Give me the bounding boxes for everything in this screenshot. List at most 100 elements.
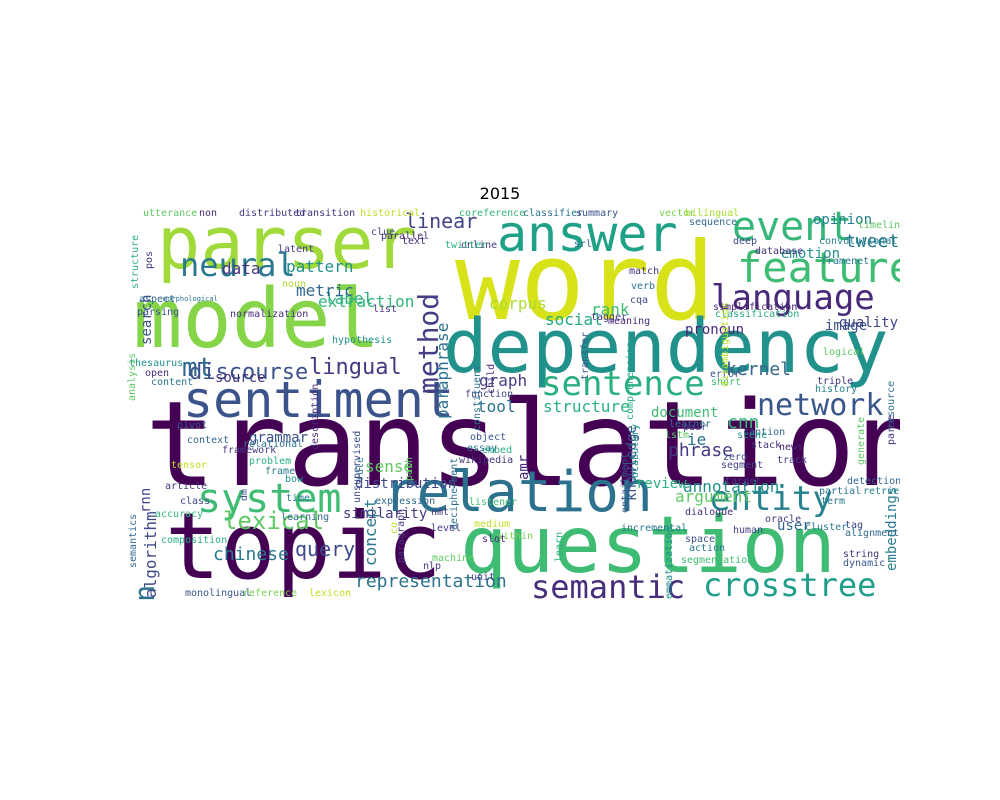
cloud-word: argument — [675, 487, 753, 506]
cloud-word: document — [651, 405, 719, 421]
cloud-word: open — [145, 368, 170, 379]
cloud-word: essay — [467, 443, 498, 454]
cloud-word: space — [685, 534, 716, 545]
cloud-word: alignment — [845, 528, 900, 539]
cloud-word: detection — [847, 476, 900, 487]
cloud-word: decipherment — [449, 457, 460, 530]
cloud-word: zero — [723, 452, 748, 463]
cloud-word: embed — [482, 445, 513, 456]
cloud-word: pair — [683, 422, 708, 433]
cloud-word: similarity — [343, 506, 428, 522]
cloud-word: neural — [180, 246, 296, 284]
cloud-word: event — [732, 207, 853, 250]
cloud-word: tensor — [171, 460, 208, 471]
cloud-word: structure — [543, 397, 630, 416]
cloud-word: aspect — [139, 294, 176, 305]
cloud-word: twitter — [445, 240, 488, 251]
cloud-word: tool — [477, 397, 516, 416]
cloud-word: grammar — [249, 430, 309, 446]
cloud-word: emotion — [781, 246, 841, 262]
cloud-word: sentence — [541, 364, 705, 404]
cloud-word: cnn — [727, 412, 760, 433]
cloud-word: partial — [819, 486, 862, 497]
cloud-word: system — [197, 476, 342, 522]
cloud-word: linear — [405, 209, 478, 233]
cloud-word: dynamic — [843, 558, 886, 569]
cloud-word: entity — [710, 479, 833, 519]
cloud-word: tag — [845, 520, 864, 531]
cloud-word: network — [757, 388, 884, 423]
cloud-word: relation — [383, 460, 653, 525]
cloud-word: match — [629, 266, 660, 277]
cloud-word: pos — [144, 250, 155, 269]
cloud-word: opinion — [813, 212, 873, 228]
cloud-word: normalization — [230, 309, 309, 320]
cloud-word: lingual — [309, 355, 402, 380]
cloud-word: monolingual — [185, 588, 252, 599]
cloud-word: short — [711, 377, 742, 388]
cloud-word: accuracy — [155, 509, 204, 520]
cloud-word: query — [295, 537, 356, 561]
cloud-word: topic — [165, 493, 442, 600]
cloud-word: vocabulary — [630, 423, 641, 484]
cloud-word: logical — [823, 347, 866, 358]
cloud-word: meaning — [608, 316, 651, 327]
cloud-word: sense — [365, 457, 414, 476]
cloud-word: convolutional — [819, 236, 898, 247]
cloud-word: review — [636, 476, 687, 492]
cloud-word: vector — [659, 208, 696, 219]
cloud-word: mt — [182, 353, 214, 383]
cloud-word: comprehension — [625, 341, 636, 420]
cloud-word: dialogue — [685, 507, 734, 518]
cloud-word: segment — [721, 460, 764, 471]
cloud-word: ie — [687, 430, 707, 449]
cloud-word: feature — [737, 243, 900, 292]
cloud-word: non — [199, 208, 218, 219]
cloud-word: paragraph — [396, 508, 407, 563]
cloud-word: historical — [360, 208, 421, 219]
cloud-word: metric — [296, 281, 354, 300]
cloud-word: action — [689, 543, 726, 554]
cloud-word: summary — [576, 208, 619, 219]
cloud-word: social — [545, 310, 603, 329]
cloud-word: listener — [469, 497, 518, 508]
cloud-word: simplification — [713, 302, 798, 313]
cloud-word: analysis — [127, 352, 138, 401]
cloud-word: parallel — [381, 231, 430, 242]
cloud-word: lemmatization — [664, 526, 675, 600]
cloud-word: kernel — [726, 359, 792, 380]
cloud-word: lstm — [665, 430, 690, 441]
cloud-word: model — [133, 272, 380, 367]
cloud-word: article — [165, 481, 208, 492]
cloud-word: tweet — [845, 231, 900, 252]
cloud-word: unit — [471, 572, 496, 583]
cloud-word: rnn — [138, 487, 154, 514]
cloud-word: list — [373, 304, 398, 315]
cloud-word: machine — [432, 553, 475, 564]
cloud-word: cqa — [630, 295, 649, 306]
cloud-word: hypothesis — [332, 335, 393, 346]
cloud-word: dm — [239, 488, 250, 501]
cloud-word: content — [151, 377, 194, 388]
cloud-word: human — [733, 525, 764, 536]
cloud-word: sentiment — [183, 371, 454, 429]
cloud-word: distribution — [355, 476, 457, 492]
cloud-word: rank — [591, 300, 630, 319]
cloud-word: structure — [130, 234, 141, 289]
cloud-word: pattern — [286, 257, 354, 276]
cloud-word: bow — [285, 474, 304, 485]
cloud-word: caption — [743, 427, 786, 438]
cloud-word: constituent — [472, 364, 483, 431]
cloud-word: noun — [282, 279, 307, 290]
cloud-word: string — [843, 549, 880, 560]
chart-title: 2015 — [479, 184, 521, 203]
cloud-word: semantic — [531, 568, 686, 600]
cloud-word: clue — [371, 227, 396, 238]
cloud-word: object — [470, 432, 507, 443]
cloud-word: nlp — [423, 561, 442, 572]
cloud-word: frame — [265, 466, 296, 477]
cloud-word: term — [821, 496, 846, 507]
cloud-word: time — [286, 493, 311, 504]
cloud-word: graph — [479, 371, 528, 390]
cloud-word: track — [777, 455, 808, 466]
